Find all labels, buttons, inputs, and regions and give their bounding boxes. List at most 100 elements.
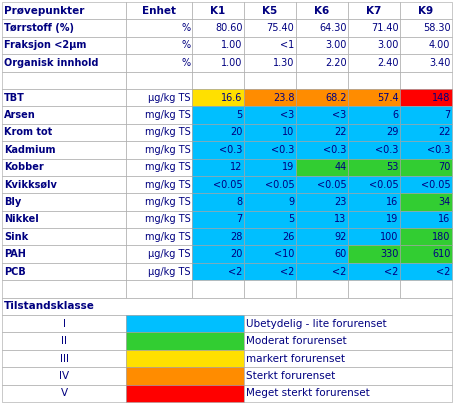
Text: <0.3: <0.3 bbox=[427, 145, 450, 155]
Text: 610: 610 bbox=[432, 249, 450, 259]
Text: 28: 28 bbox=[230, 232, 242, 242]
Text: <0.05: <0.05 bbox=[317, 180, 346, 189]
Bar bbox=[296, 141, 348, 158]
Text: Arsen: Arsen bbox=[4, 110, 36, 120]
Bar bbox=[400, 37, 452, 54]
Text: <0.3: <0.3 bbox=[219, 145, 242, 155]
Text: IV: IV bbox=[59, 371, 69, 381]
Bar bbox=[296, 246, 348, 263]
Text: 5: 5 bbox=[288, 215, 294, 224]
Bar bbox=[2, 315, 126, 332]
Text: Nikkel: Nikkel bbox=[4, 215, 39, 224]
Bar bbox=[192, 89, 244, 106]
Bar bbox=[2, 280, 126, 298]
Text: <0.05: <0.05 bbox=[265, 180, 294, 189]
Bar bbox=[296, 263, 348, 280]
Bar bbox=[348, 2, 400, 19]
Bar bbox=[192, 19, 244, 37]
Bar bbox=[126, 246, 192, 263]
Bar bbox=[400, 263, 452, 280]
Bar bbox=[244, 2, 296, 19]
Bar bbox=[400, 124, 452, 141]
Bar bbox=[400, 211, 452, 228]
Text: 1.00: 1.00 bbox=[221, 58, 242, 68]
Bar bbox=[400, 193, 452, 211]
Bar bbox=[244, 19, 296, 37]
Bar bbox=[348, 263, 400, 280]
Bar bbox=[192, 228, 244, 246]
Text: Organisk innhold: Organisk innhold bbox=[4, 58, 99, 68]
Bar bbox=[296, 89, 348, 106]
Bar bbox=[2, 37, 126, 54]
Bar bbox=[126, 315, 244, 332]
Bar bbox=[192, 54, 244, 72]
Bar bbox=[296, 2, 348, 19]
Text: mg/kg TS: mg/kg TS bbox=[145, 232, 190, 242]
Text: markert forurenset: markert forurenset bbox=[246, 354, 345, 364]
Bar bbox=[244, 211, 296, 228]
Text: K6: K6 bbox=[314, 6, 329, 16]
Bar bbox=[400, 2, 452, 19]
Text: PAH: PAH bbox=[4, 249, 26, 259]
Text: PCB: PCB bbox=[4, 267, 26, 277]
Text: K1: K1 bbox=[210, 6, 225, 16]
Bar bbox=[192, 106, 244, 124]
Text: 9: 9 bbox=[288, 197, 294, 207]
Text: 1.30: 1.30 bbox=[273, 58, 294, 68]
Bar bbox=[348, 89, 400, 106]
Bar bbox=[244, 193, 296, 211]
Bar bbox=[2, 263, 126, 280]
Bar bbox=[244, 176, 296, 193]
Text: <0.3: <0.3 bbox=[323, 145, 346, 155]
Text: 20: 20 bbox=[230, 127, 242, 137]
Text: Ubetydelig - lite forurenset: Ubetydelig - lite forurenset bbox=[246, 319, 386, 329]
Bar bbox=[296, 158, 348, 176]
Text: III: III bbox=[60, 354, 69, 364]
Bar bbox=[126, 211, 192, 228]
Text: K5: K5 bbox=[262, 6, 277, 16]
Bar bbox=[244, 280, 296, 298]
Text: 7: 7 bbox=[236, 215, 242, 224]
Text: 16.6: 16.6 bbox=[221, 93, 242, 103]
Bar bbox=[126, 263, 192, 280]
Text: 70: 70 bbox=[438, 162, 450, 172]
Text: 53: 53 bbox=[386, 162, 398, 172]
Text: Fraksjon <2μm: Fraksjon <2μm bbox=[4, 40, 86, 50]
Bar bbox=[244, 37, 296, 54]
Text: <1: <1 bbox=[280, 40, 294, 50]
Bar bbox=[2, 385, 126, 402]
Text: μg/kg TS: μg/kg TS bbox=[148, 267, 190, 277]
Text: 60: 60 bbox=[334, 249, 346, 259]
Text: mg/kg TS: mg/kg TS bbox=[145, 127, 190, 137]
Text: Enhet: Enhet bbox=[142, 6, 176, 16]
Bar bbox=[400, 228, 452, 246]
Text: 12: 12 bbox=[230, 162, 242, 172]
Bar bbox=[2, 246, 126, 263]
Bar bbox=[2, 124, 126, 141]
Text: <10: <10 bbox=[274, 249, 294, 259]
Bar bbox=[296, 193, 348, 211]
Bar bbox=[2, 158, 126, 176]
Bar bbox=[192, 2, 244, 19]
Bar bbox=[192, 280, 244, 298]
Text: 3.40: 3.40 bbox=[429, 58, 450, 68]
Bar bbox=[126, 367, 244, 385]
Bar bbox=[2, 89, 126, 106]
Text: %: % bbox=[181, 23, 190, 33]
Text: II: II bbox=[61, 336, 67, 346]
Text: 34: 34 bbox=[438, 197, 450, 207]
Text: 100: 100 bbox=[380, 232, 398, 242]
Text: 75.40: 75.40 bbox=[266, 23, 294, 33]
Bar bbox=[296, 106, 348, 124]
Text: 19: 19 bbox=[282, 162, 294, 172]
Bar bbox=[2, 211, 126, 228]
Bar bbox=[2, 19, 126, 37]
Bar bbox=[400, 141, 452, 158]
Bar bbox=[126, 89, 192, 106]
Bar bbox=[296, 19, 348, 37]
Bar bbox=[296, 72, 348, 89]
Bar bbox=[348, 158, 400, 176]
Bar bbox=[126, 2, 192, 19]
Text: 180: 180 bbox=[432, 232, 450, 242]
Text: 20: 20 bbox=[230, 249, 242, 259]
